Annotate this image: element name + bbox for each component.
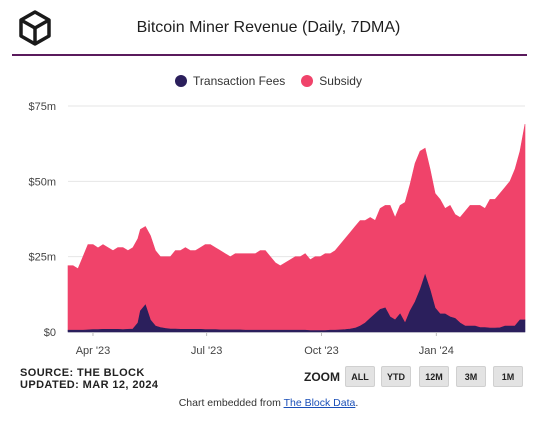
source-note: SOURCE: THE BLOCK UPDATED: MAR 12, 2024 [20, 367, 158, 391]
embed-prefix: Chart embedded from [178, 397, 284, 409]
legend-item-fees[interactable]: Transaction Fees [175, 74, 285, 88]
zoom-button-3m[interactable]: 3M [456, 366, 486, 387]
zoom-label: ZOOM [304, 370, 340, 384]
legend-label-fees: Transaction Fees [193, 74, 286, 88]
chart-header: Bitcoin Miner Revenue (Daily, 7DMA) [0, 0, 537, 56]
zoom-button-all[interactable]: ALL [345, 366, 375, 387]
zoom-button-1m[interactable]: 1M [493, 366, 523, 387]
embed-link[interactable]: The Block Data [283, 397, 356, 409]
updated-text: UPDATED: MAR 12, 2024 [20, 379, 159, 391]
embed-note: Chart embedded from The Block Data. [0, 397, 537, 409]
legend-marker-subsidy [301, 75, 314, 87]
header-divider [12, 54, 527, 56]
source-text: SOURCE: THE BLOCK [20, 367, 145, 379]
y-tick-label: $50m [28, 176, 56, 188]
legend-label-subsidy: Subsidy [319, 74, 362, 88]
x-tick-label: Jan '24 [419, 345, 454, 357]
x-tick-label: Jul '23 [191, 345, 222, 357]
series-area-transaction-fees [67, 273, 526, 333]
chart-title: Bitcoin Miner Revenue (Daily, 7DMA) [136, 19, 401, 36]
zoom-button-ytd[interactable]: YTD [381, 366, 411, 387]
legend-item-subsidy[interactable]: Subsidy [301, 74, 362, 88]
cube-logo-icon [19, 10, 51, 46]
legend-marker-fees [175, 75, 188, 87]
embed-suffix: . [355, 397, 359, 409]
series-area-subsidy [67, 124, 526, 331]
x-tick-label: Apr '23 [76, 345, 111, 357]
chart-legend: Transaction Fees Subsidy [0, 74, 537, 88]
y-tick-label: $0 [44, 327, 56, 339]
zoom-button-12m[interactable]: 12M [419, 366, 449, 387]
y-tick-label: $75m [28, 101, 56, 113]
y-tick-label: $25m [28, 252, 56, 264]
chart-plot: $0 $25m $50m $75m Apr '23 Jul '23 Oct '23 Jan '… [28, 101, 526, 357]
x-tick-label: Oct '23 [304, 345, 339, 357]
